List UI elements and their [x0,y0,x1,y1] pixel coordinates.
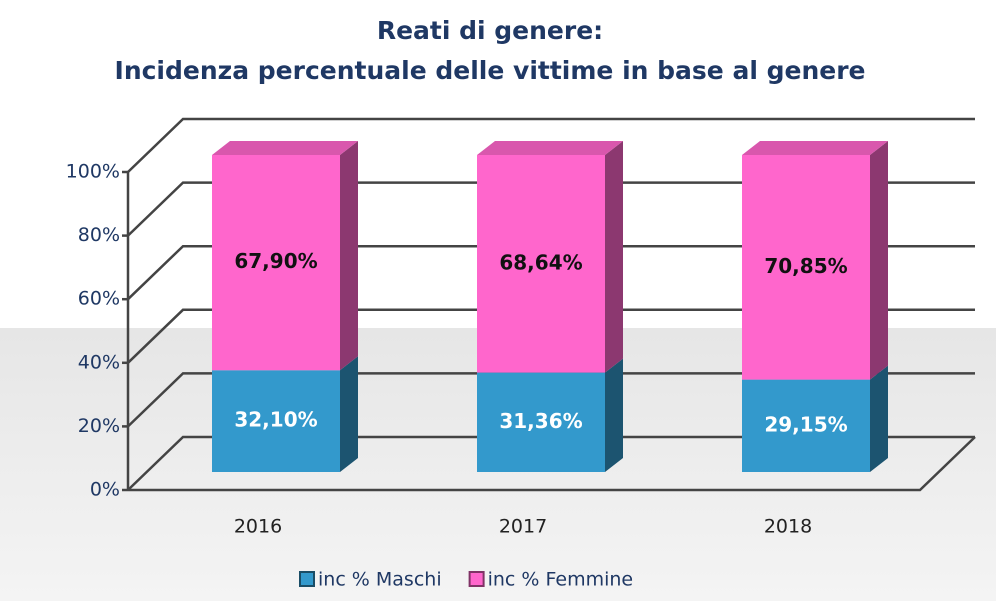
grid-line [127,372,975,428]
bar-segment [212,155,340,371]
data-label: 68,64% [499,250,582,274]
grid-line [127,435,975,491]
bar-side [605,141,623,373]
y-tick-label: 20% [78,415,120,437]
floor [128,436,976,492]
bar-segment [477,155,605,373]
bar-segment [742,379,870,472]
grid-line [127,244,975,301]
grid-line [127,308,975,364]
bar-side [340,141,358,371]
bar-segment [477,372,605,472]
y-tick-label: 40% [78,351,120,373]
data-label: 70,85% [764,254,847,278]
bar-side [870,365,888,472]
bar-segment [212,370,340,472]
bar-side [605,358,623,472]
data-label: 32,10% [234,408,317,432]
legend-swatch [299,571,315,587]
legend-label: inc % Femmine [488,569,634,591]
bar-side [340,356,358,472]
y-tick-label: 60% [78,288,120,310]
bar-top [212,141,358,155]
grid-line [127,117,975,173]
chart-subtitle: Incidenza percentuale delle vittime in b… [115,56,866,85]
y-tick-label: 0% [90,479,120,501]
chart-title: Reati di genere: [377,16,603,45]
bar-top [742,141,888,155]
bar-side [870,141,888,380]
data-label: 29,15% [764,412,847,436]
legend-label: inc % Maschi [318,569,442,591]
y-tick-label: 80% [78,224,120,246]
grid-line [127,181,975,237]
data-label: 67,90% [234,249,317,273]
x-tick-label: 2017 [499,516,547,538]
x-tick-label: 2016 [234,516,282,538]
data-label: 31,36% [499,409,582,433]
legend-swatch [468,571,485,587]
bar-segment [742,155,870,380]
x-tick-label: 2018 [764,516,812,538]
y-tick-label: 100% [66,161,120,183]
bar-top [477,141,623,155]
